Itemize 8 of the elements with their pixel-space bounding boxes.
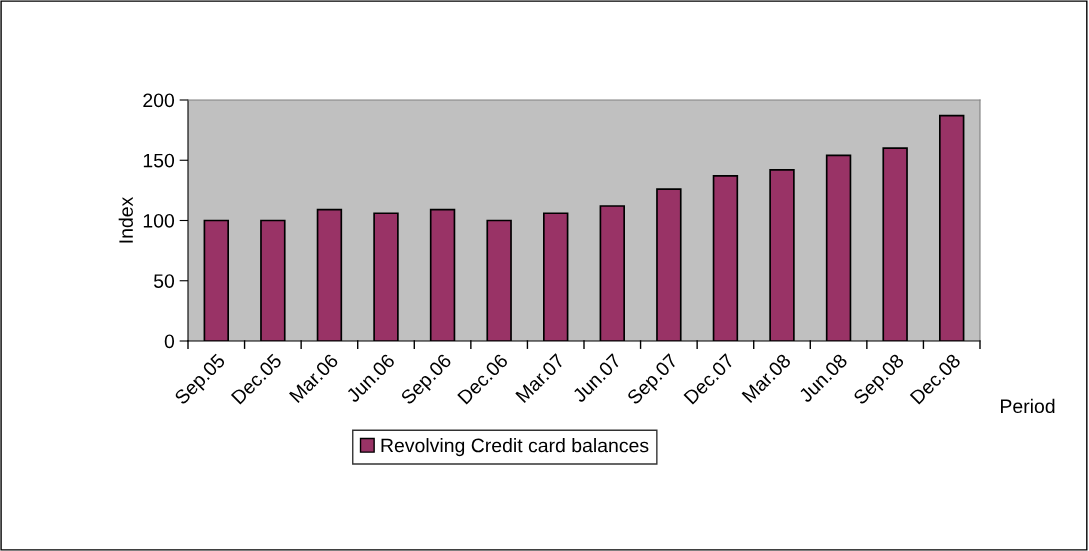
y-tick-label: 200 (143, 93, 175, 108)
legend-label: Revolving Credit card balances (381, 438, 649, 457)
y-tick-label: 150 (143, 153, 175, 168)
y-tick-label: 0 (164, 334, 175, 349)
x-axis-title: Period (1001, 398, 1055, 414)
y-tick-label: 100 (143, 213, 175, 228)
y-tick-label: 50 (153, 274, 175, 288)
y-axis-title: Index (118, 196, 133, 243)
